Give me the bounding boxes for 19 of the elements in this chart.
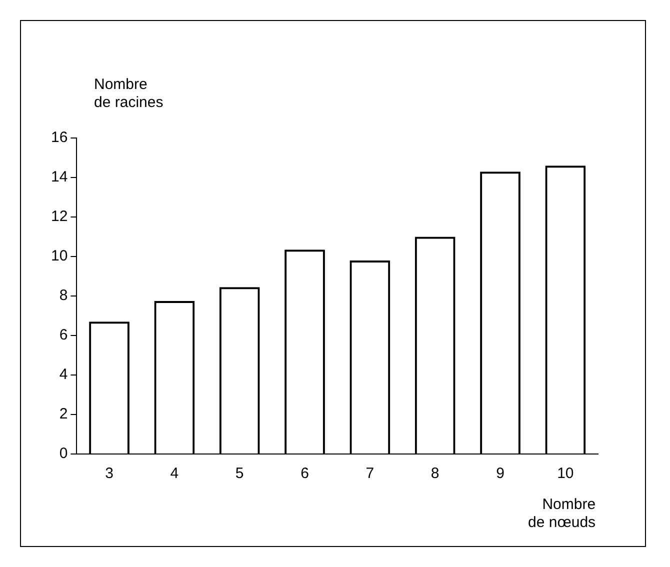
- y-tick-label: 14: [50, 168, 68, 186]
- x-tick-label: 6: [300, 465, 309, 482]
- y-tick-label: 16: [50, 129, 68, 146]
- y-tick-label: 12: [50, 208, 68, 226]
- x-tick-label: 5: [235, 465, 244, 482]
- x-tick-label: 10: [557, 465, 574, 482]
- y-tick-label: 0: [59, 445, 68, 462]
- y-tick-label: 2: [59, 406, 68, 423]
- y-tick-label: 10: [50, 248, 68, 265]
- y-tick-label: 4: [59, 366, 68, 384]
- y-tick-label: 6: [59, 326, 68, 344]
- x-tick-label: 7: [366, 465, 374, 482]
- y-axis-title: Nombre de racines: [94, 76, 164, 112]
- x-tick-label: 8: [430, 465, 440, 482]
- y-tick-label: 8: [59, 287, 68, 304]
- x-tick-label: 9: [496, 465, 504, 482]
- x-tick-label: 4: [170, 465, 179, 482]
- x-axis-title: Nombre de nœuds: [528, 496, 596, 532]
- x-tick-label: 3: [105, 465, 114, 482]
